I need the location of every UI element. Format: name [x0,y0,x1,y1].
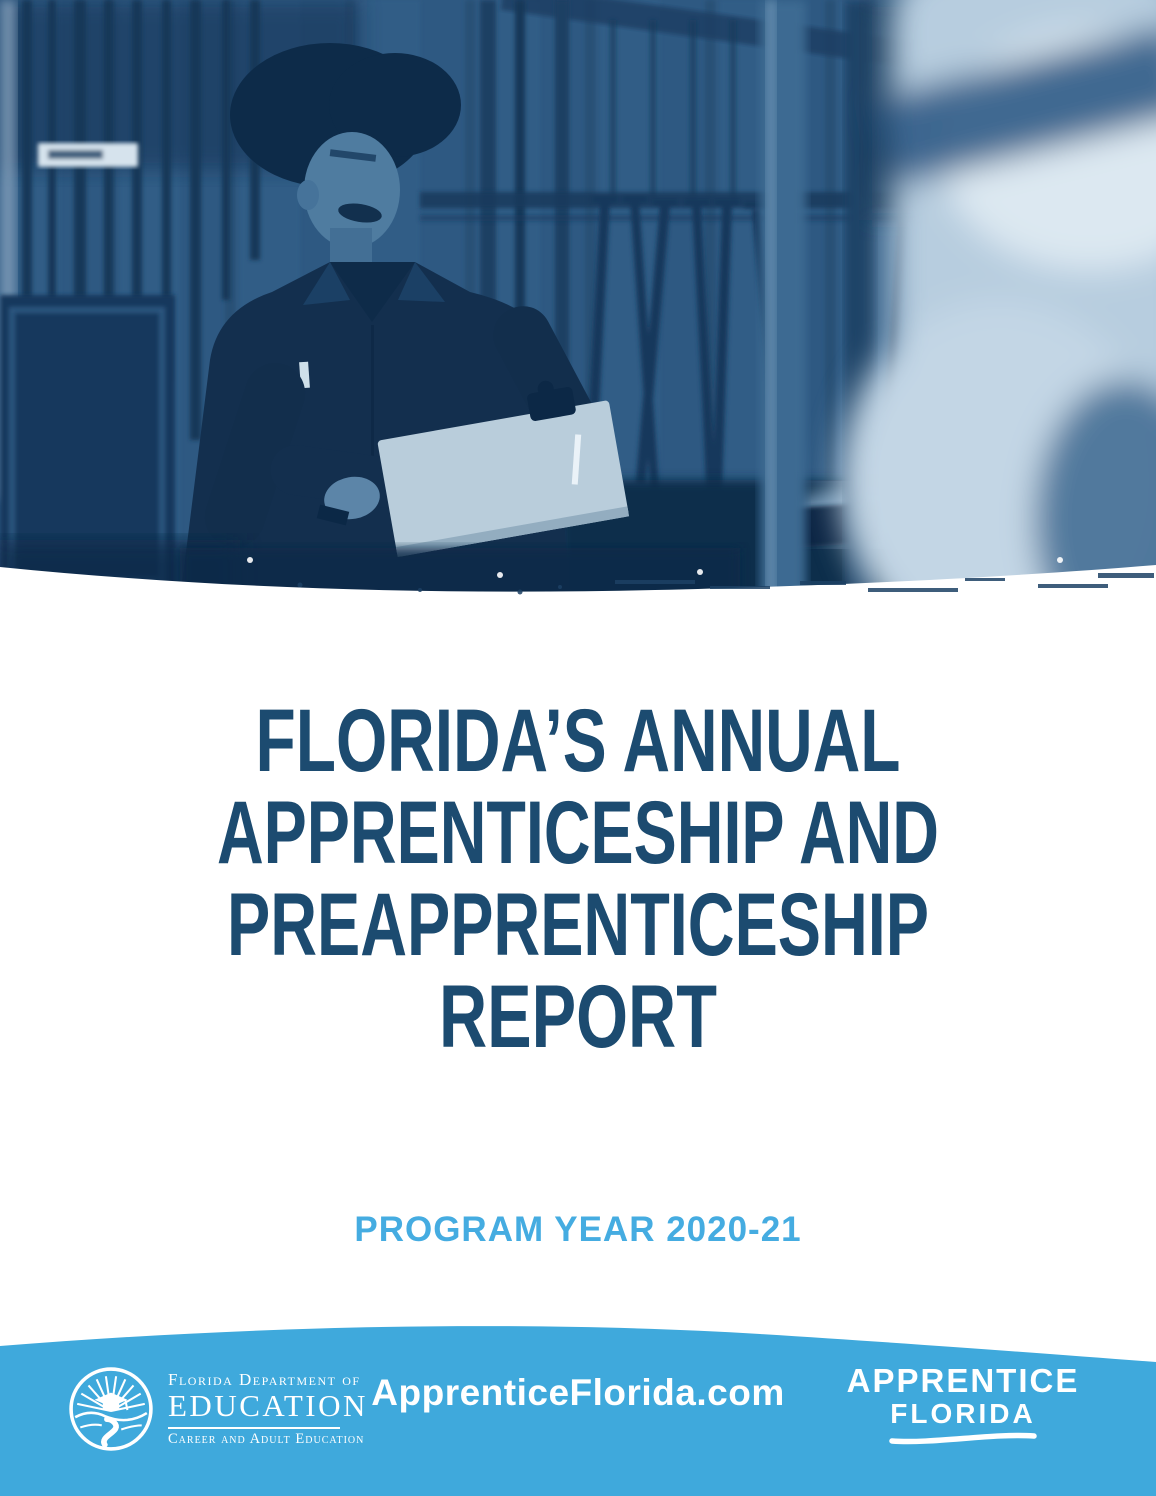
blurred-foreground [840,0,1156,600]
doe-dept-line: Florida Department of [168,1370,361,1390]
brand-line-florida: FLORIDA [890,1398,1036,1429]
footer-band-shape [0,1326,1156,1496]
label-sign [38,143,138,167]
workshop-photo-illustration [0,0,1156,600]
doe-logo-text: Florida Department of EDUCATION Career a… [168,1371,368,1447]
doe-logo: Florida Department of EDUCATION Career a… [68,1366,368,1452]
cover-photo [0,0,1156,600]
title-line-1: FLORIDA’S ANNUAL [256,700,901,790]
website-link[interactable]: ApprenticeFlorida.com [371,1372,785,1413]
doe-divider [168,1426,340,1429]
brand-line-apprentice: APPRENTICE [846,1362,1080,1399]
apprentice-florida-logo: APPRENTICE FLORIDA [830,1364,1096,1446]
title-line-3: PREAPPRENTICESHIP [227,874,929,974]
footer: Florida Department of EDUCATION Career a… [0,1310,1156,1496]
swoosh-icon [889,1432,1037,1445]
doe-sub-line: Career and Adult Education [168,1430,365,1447]
program-year: PROGRAM YEAR 2020-21 [354,1210,802,1249]
title-line-2: APPRENTICESHIP AND [217,782,939,882]
title-line-4: REPORT [439,966,717,1066]
clipboard [377,380,630,558]
worker-figure [180,43,605,600]
report-title: FLORIDA’S ANNUAL APPRENTICESHIP AND PREA… [217,700,939,1066]
doe-seal-icon [69,1367,153,1451]
photo-bottom-curve [0,557,1156,600]
doe-name-line: EDUCATION [168,1388,368,1424]
